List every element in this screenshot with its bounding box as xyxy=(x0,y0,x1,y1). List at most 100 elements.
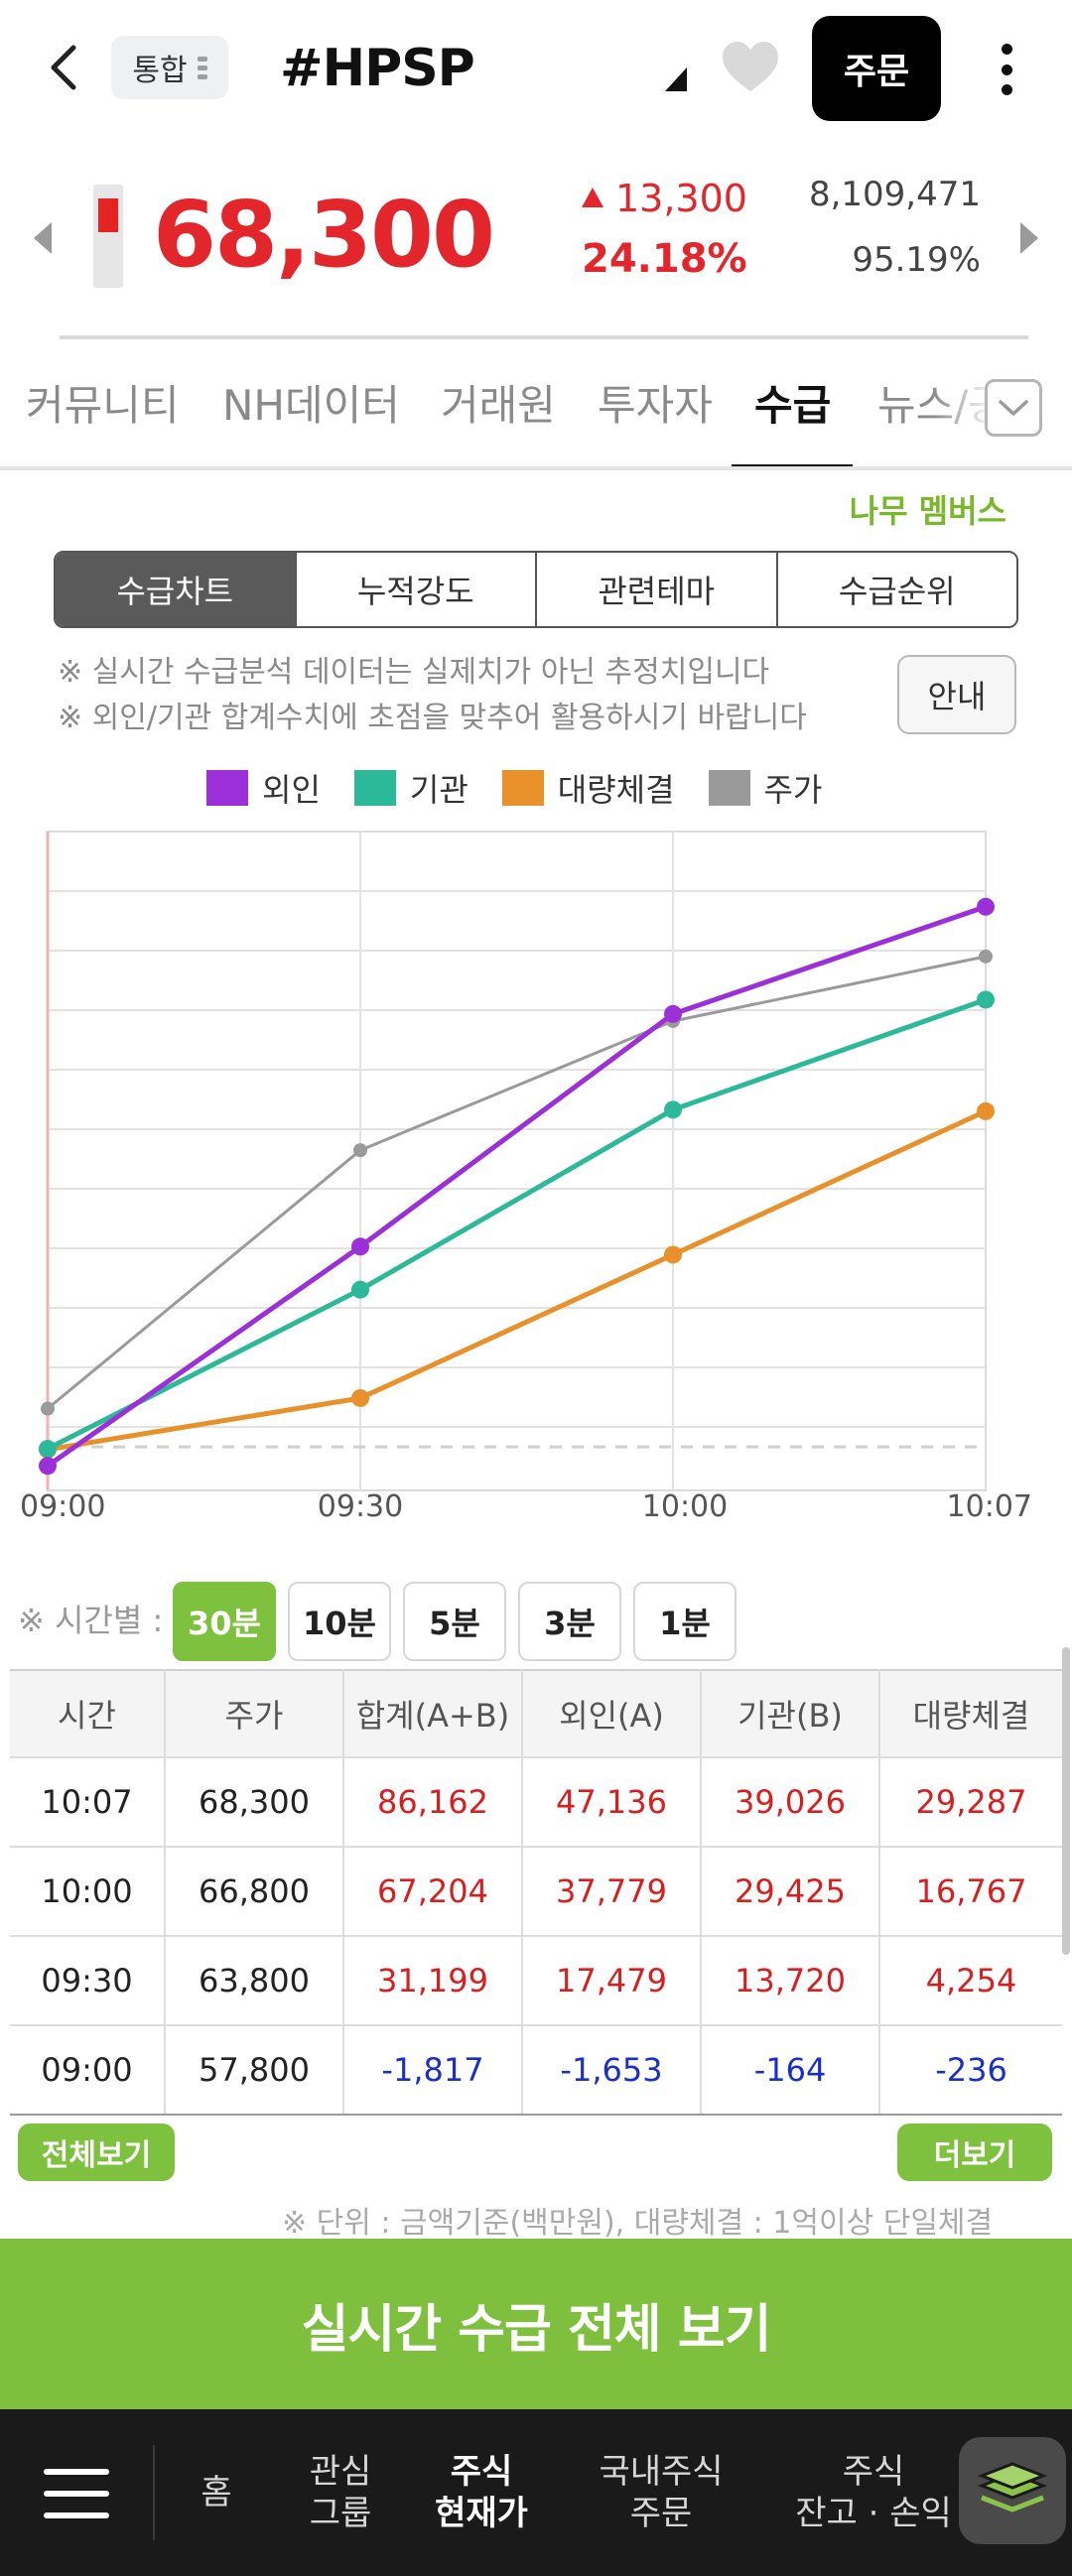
chevron-left-icon xyxy=(40,38,89,97)
cell-block-trade: 4,254 xyxy=(879,1936,1062,2025)
cell-total: 67,204 xyxy=(343,1847,522,1936)
cell-time: 10:00 xyxy=(10,1847,165,1936)
cell-total: -1,817 xyxy=(343,2025,522,2115)
nav-current-price[interactable]: 주식 현재가 xyxy=(407,2409,556,2576)
nav-label: 현재가 xyxy=(435,2493,528,2534)
series-foreign-point xyxy=(39,1457,57,1475)
nav-watch-group[interactable]: 관심 그룹 xyxy=(280,2409,401,2576)
caret-corner-icon[interactable] xyxy=(663,64,689,93)
series-block-trade-point xyxy=(977,1102,995,1120)
nav-label: 홈 xyxy=(201,2472,231,2513)
market-label: 통합 xyxy=(132,46,187,89)
nav-home[interactable]: 홈 xyxy=(159,2409,274,2576)
up-triangle-icon xyxy=(582,188,603,207)
series-block-trade-point xyxy=(351,1389,369,1407)
legend-label: 대량체결 xyxy=(558,765,675,811)
tab-bar: 커뮤니티 NH데이터 거래원 투자자 수급 뉴스/공시 xyxy=(0,357,1072,470)
app-header: 통합 #HPSP 주문 xyxy=(0,0,1072,139)
divider xyxy=(60,335,1028,339)
col-header-block-trade: 대량체결 xyxy=(879,1670,1062,1757)
interval-10min-button[interactable]: 10분 xyxy=(288,1582,391,1661)
order-button[interactable]: 주문 xyxy=(812,16,941,121)
series-institution-point xyxy=(977,990,995,1008)
more-options-icon[interactable] xyxy=(989,38,1024,101)
segment-related-theme[interactable]: 관련테마 xyxy=(537,553,778,626)
brand-label[interactable]: 나무 멤버스 xyxy=(850,488,1006,534)
interval-30min-button[interactable]: 30분 xyxy=(173,1582,276,1661)
x-tick-label: 10:00 xyxy=(642,1489,728,1524)
nav-domestic-order[interactable]: 국내주식 주문 xyxy=(562,2409,760,2576)
nav-label: 주식 xyxy=(451,2451,513,2493)
cell-time: 09:00 xyxy=(10,2025,165,2115)
price-summary: 68,300 13,300 24.18% 8,109,471 95.19% xyxy=(0,159,1072,318)
current-price: 68,300 xyxy=(153,181,493,290)
notice-usage: ※ 외인/기관 합계수치에 초점을 맞추어 활용하시기 바랍니다 xyxy=(58,697,807,740)
series-foreign-point xyxy=(977,898,995,916)
segment-flow-ranking[interactable]: 수급순위 xyxy=(778,553,1017,626)
layers-icon xyxy=(978,2458,1047,2523)
interval-5min-button[interactable]: 5분 xyxy=(403,1582,506,1661)
cell-time: 09:30 xyxy=(10,1936,165,2025)
legend-label: 기관 xyxy=(410,765,469,811)
cell-price: 63,800 xyxy=(165,1936,343,2025)
market-selector[interactable]: 통합 xyxy=(111,36,228,99)
legend-swatch xyxy=(354,770,396,806)
interval-3min-button[interactable]: 3분 xyxy=(518,1582,621,1661)
tab-broker[interactable]: 거래원 xyxy=(441,371,556,441)
chart-legend: 외인 기관 대량체결 주가 xyxy=(206,766,822,810)
series-block-trade-line xyxy=(48,1111,986,1450)
segment-flow-chart[interactable]: 수급차트 xyxy=(56,553,297,626)
cell-block-trade: -236 xyxy=(879,2025,1062,2115)
nav-balance[interactable]: 주식 잔고 · 손익 xyxy=(784,2409,963,2576)
interval-1min-button[interactable]: 1분 xyxy=(633,1582,737,1661)
series-institution-point xyxy=(664,1100,682,1118)
tab-nh-data[interactable]: NH데이터 xyxy=(222,371,400,441)
view-all-button[interactable]: 전체보기 xyxy=(18,2124,175,2181)
series-foreign-point xyxy=(351,1237,369,1255)
more-button[interactable]: 더보기 xyxy=(897,2124,1052,2181)
layers-button[interactable] xyxy=(959,2437,1066,2544)
tab-supply-demand[interactable]: 수급 xyxy=(754,371,831,441)
back-button[interactable] xyxy=(40,38,89,97)
col-header-total: 합계(A+B) xyxy=(343,1670,522,1757)
tab-community[interactable]: 커뮤니티 xyxy=(26,371,180,441)
x-tick-label: 09:30 xyxy=(318,1489,403,1524)
tabs-expand-button[interactable] xyxy=(985,379,1042,437)
heart-icon[interactable] xyxy=(721,40,780,95)
legend-label: 외인 xyxy=(262,765,321,811)
nav-label: 국내주식 xyxy=(599,2451,723,2493)
nav-label: 그룹 xyxy=(310,2493,372,2534)
series-price-point xyxy=(353,1143,367,1157)
legend-block-trade: 대량체결 xyxy=(502,765,675,811)
series-institution-point xyxy=(39,1440,57,1458)
supply-demand-line-chart: 09:00 09:30 10:00 10:07 xyxy=(0,824,1072,1538)
segment-cumulative-strength[interactable]: 누적강도 xyxy=(297,553,538,626)
realtime-flow-all-button[interactable]: 실시간 수급 전체 보기 xyxy=(0,2239,1072,2409)
col-header-foreign: 외인(A) xyxy=(522,1670,701,1757)
cell-price: 57,800 xyxy=(165,2025,343,2115)
trade-volume: 8,109,471 xyxy=(809,171,981,218)
table-row: 10:07 68,300 86,162 47,136 39,026 29,287 xyxy=(10,1757,1062,1847)
analysis-segmented-control: 수급차트 누적강도 관련테마 수급순위 xyxy=(54,551,1018,628)
tab-investor[interactable]: 투자자 xyxy=(598,371,713,441)
scrollbar[interactable] xyxy=(1062,1647,1070,1955)
prev-stock-arrow-icon[interactable] xyxy=(34,222,52,254)
cell-institution: -164 xyxy=(701,2025,879,2115)
legend-swatch xyxy=(502,770,544,806)
stock-title[interactable]: #HPSP xyxy=(280,36,474,101)
notice-estimate: ※ 실시간 수급분석 데이터는 실제치가 아닌 추정치입니다 xyxy=(58,651,769,695)
table-header-row: 시간 주가 합계(A+B) 외인(A) 기관(B) 대량체결 xyxy=(10,1670,1062,1757)
col-header-time: 시간 xyxy=(10,1670,165,1757)
chevron-down-icon xyxy=(997,397,1030,419)
interval-label: ※ 시간별 : xyxy=(18,1598,163,1643)
price-change-percent: 24.18% xyxy=(582,232,747,286)
guide-button[interactable]: 안내 xyxy=(897,655,1016,734)
next-stock-arrow-icon[interactable] xyxy=(1020,222,1038,254)
price-change-value: 13,300 xyxy=(615,177,747,220)
volume-ratio: 95.19% xyxy=(852,236,981,284)
hamburger-menu-icon[interactable] xyxy=(44,2469,109,2518)
table-row: 09:00 57,800 -1,817 -1,653 -164 -236 xyxy=(10,2025,1062,2115)
cell-price: 66,800 xyxy=(165,1847,343,1936)
cell-foreign: 37,779 xyxy=(522,1847,701,1936)
x-tick-label: 10:07 xyxy=(947,1489,1032,1524)
